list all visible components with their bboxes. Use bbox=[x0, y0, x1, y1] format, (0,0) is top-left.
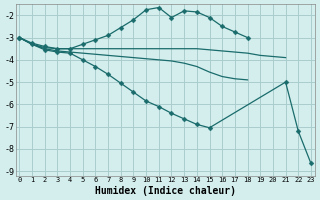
X-axis label: Humidex (Indice chaleur): Humidex (Indice chaleur) bbox=[95, 186, 236, 196]
